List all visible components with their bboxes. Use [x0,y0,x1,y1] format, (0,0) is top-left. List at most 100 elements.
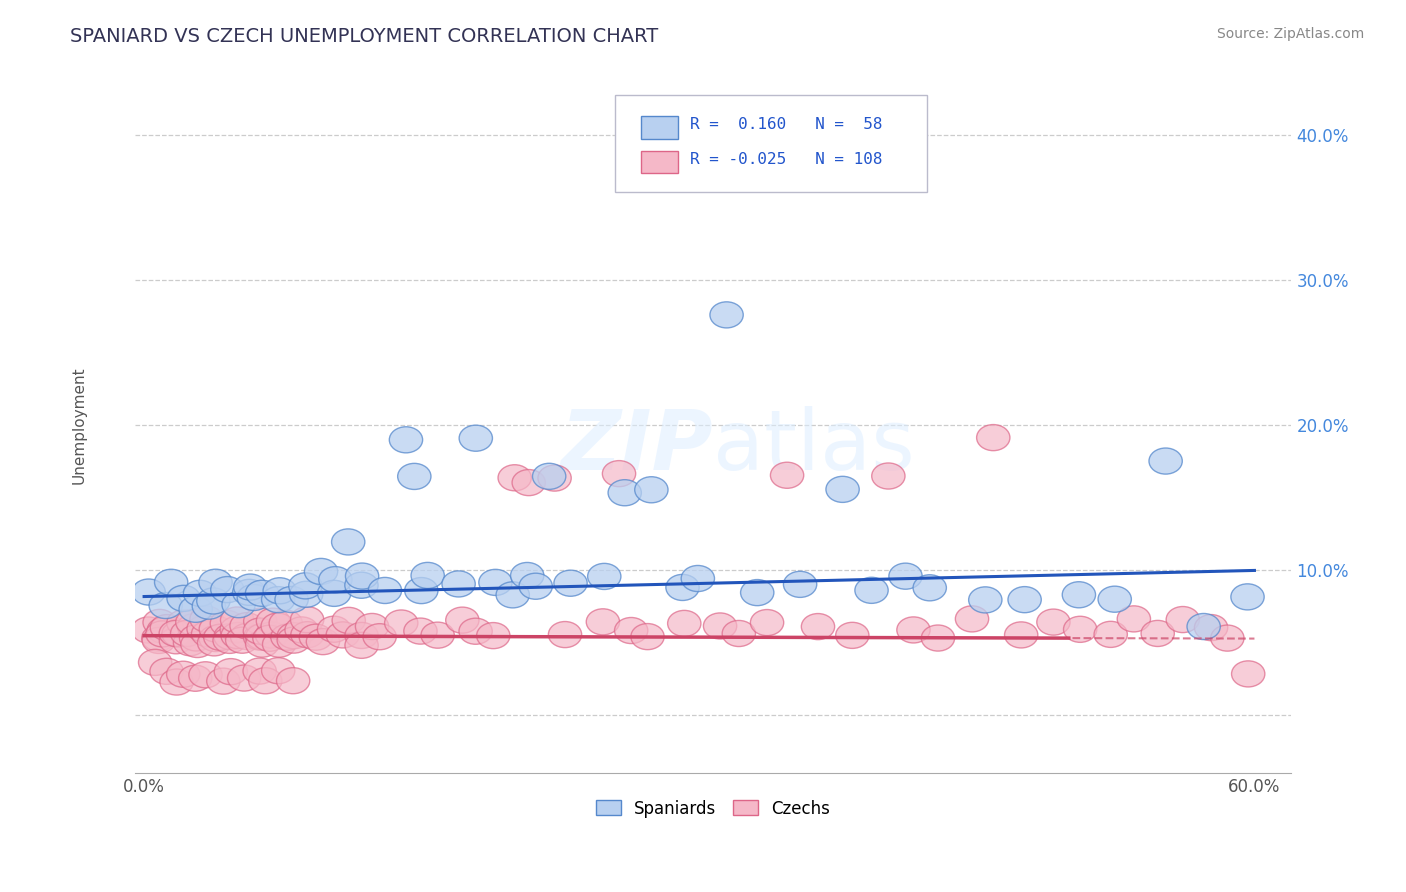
Ellipse shape [299,624,333,650]
Ellipse shape [304,558,337,584]
Ellipse shape [211,610,243,636]
Ellipse shape [519,574,553,599]
Ellipse shape [243,618,277,644]
Ellipse shape [142,627,176,654]
Ellipse shape [277,623,311,648]
Ellipse shape [1195,615,1227,640]
Ellipse shape [770,462,804,488]
Ellipse shape [912,574,946,601]
Ellipse shape [332,607,366,633]
Ellipse shape [723,621,755,647]
Text: Source: ZipAtlas.com: Source: ZipAtlas.com [1216,27,1364,41]
Ellipse shape [872,463,905,489]
Ellipse shape [510,563,544,589]
Ellipse shape [290,582,323,607]
Ellipse shape [269,610,302,636]
Ellipse shape [225,627,259,653]
Ellipse shape [783,571,817,598]
Ellipse shape [160,669,193,695]
Ellipse shape [177,614,211,640]
Ellipse shape [319,566,352,592]
Ellipse shape [148,617,180,643]
Ellipse shape [181,632,214,657]
Ellipse shape [614,617,648,644]
Ellipse shape [897,617,931,643]
Ellipse shape [385,610,418,636]
Ellipse shape [825,476,859,502]
Ellipse shape [1094,622,1128,648]
Ellipse shape [460,425,492,451]
Ellipse shape [1232,661,1265,687]
Ellipse shape [751,609,783,636]
Ellipse shape [955,606,988,632]
Ellipse shape [173,630,207,656]
Ellipse shape [159,620,193,647]
Ellipse shape [631,624,664,649]
Ellipse shape [512,469,546,496]
Ellipse shape [405,577,439,604]
Ellipse shape [741,580,773,606]
Text: atlas: atlas [713,406,915,487]
Ellipse shape [291,622,325,648]
Ellipse shape [146,621,179,647]
Ellipse shape [277,667,309,694]
Ellipse shape [188,662,222,688]
Ellipse shape [176,609,209,635]
Ellipse shape [256,608,290,634]
Ellipse shape [231,624,264,649]
Ellipse shape [411,562,444,589]
Ellipse shape [179,596,212,623]
Ellipse shape [1098,586,1132,612]
Ellipse shape [801,614,835,640]
Ellipse shape [155,569,188,595]
Ellipse shape [326,622,360,648]
Ellipse shape [356,614,388,640]
Ellipse shape [477,623,510,648]
Ellipse shape [191,621,225,647]
Ellipse shape [179,665,212,691]
Ellipse shape [212,627,246,654]
Ellipse shape [1149,448,1182,475]
Ellipse shape [221,616,253,642]
Ellipse shape [198,569,232,595]
Ellipse shape [977,425,1010,450]
Ellipse shape [256,622,288,648]
Ellipse shape [200,625,232,651]
Ellipse shape [710,301,744,328]
Ellipse shape [533,463,565,490]
Ellipse shape [132,579,166,605]
Ellipse shape [276,586,308,613]
Ellipse shape [166,661,200,688]
Ellipse shape [554,570,588,596]
Ellipse shape [183,580,217,607]
Text: ZIP: ZIP [561,406,713,487]
Ellipse shape [207,668,240,694]
Ellipse shape [1142,621,1174,647]
Ellipse shape [190,606,224,632]
Ellipse shape [346,563,378,589]
Ellipse shape [855,577,889,603]
Ellipse shape [221,607,254,633]
Ellipse shape [222,591,256,618]
Ellipse shape [197,588,231,614]
Text: SPANIARD VS CZECH UNEMPLOYMENT CORRELATION CHART: SPANIARD VS CZECH UNEMPLOYMENT CORRELATI… [70,27,658,45]
Ellipse shape [262,613,294,639]
Y-axis label: Unemployment: Unemployment [72,367,86,484]
Ellipse shape [969,587,1002,613]
Ellipse shape [159,628,193,654]
Ellipse shape [1187,614,1220,640]
Ellipse shape [197,630,231,656]
Ellipse shape [586,609,620,635]
Ellipse shape [221,623,254,648]
Ellipse shape [243,658,277,684]
Legend: Spaniards, Czechs: Spaniards, Czechs [589,793,837,824]
Ellipse shape [1008,587,1042,613]
Ellipse shape [149,592,183,618]
Ellipse shape [214,624,247,649]
Ellipse shape [249,668,283,694]
Ellipse shape [262,587,295,613]
Ellipse shape [263,578,297,604]
Ellipse shape [228,665,260,691]
Ellipse shape [420,622,454,648]
Ellipse shape [446,607,479,633]
